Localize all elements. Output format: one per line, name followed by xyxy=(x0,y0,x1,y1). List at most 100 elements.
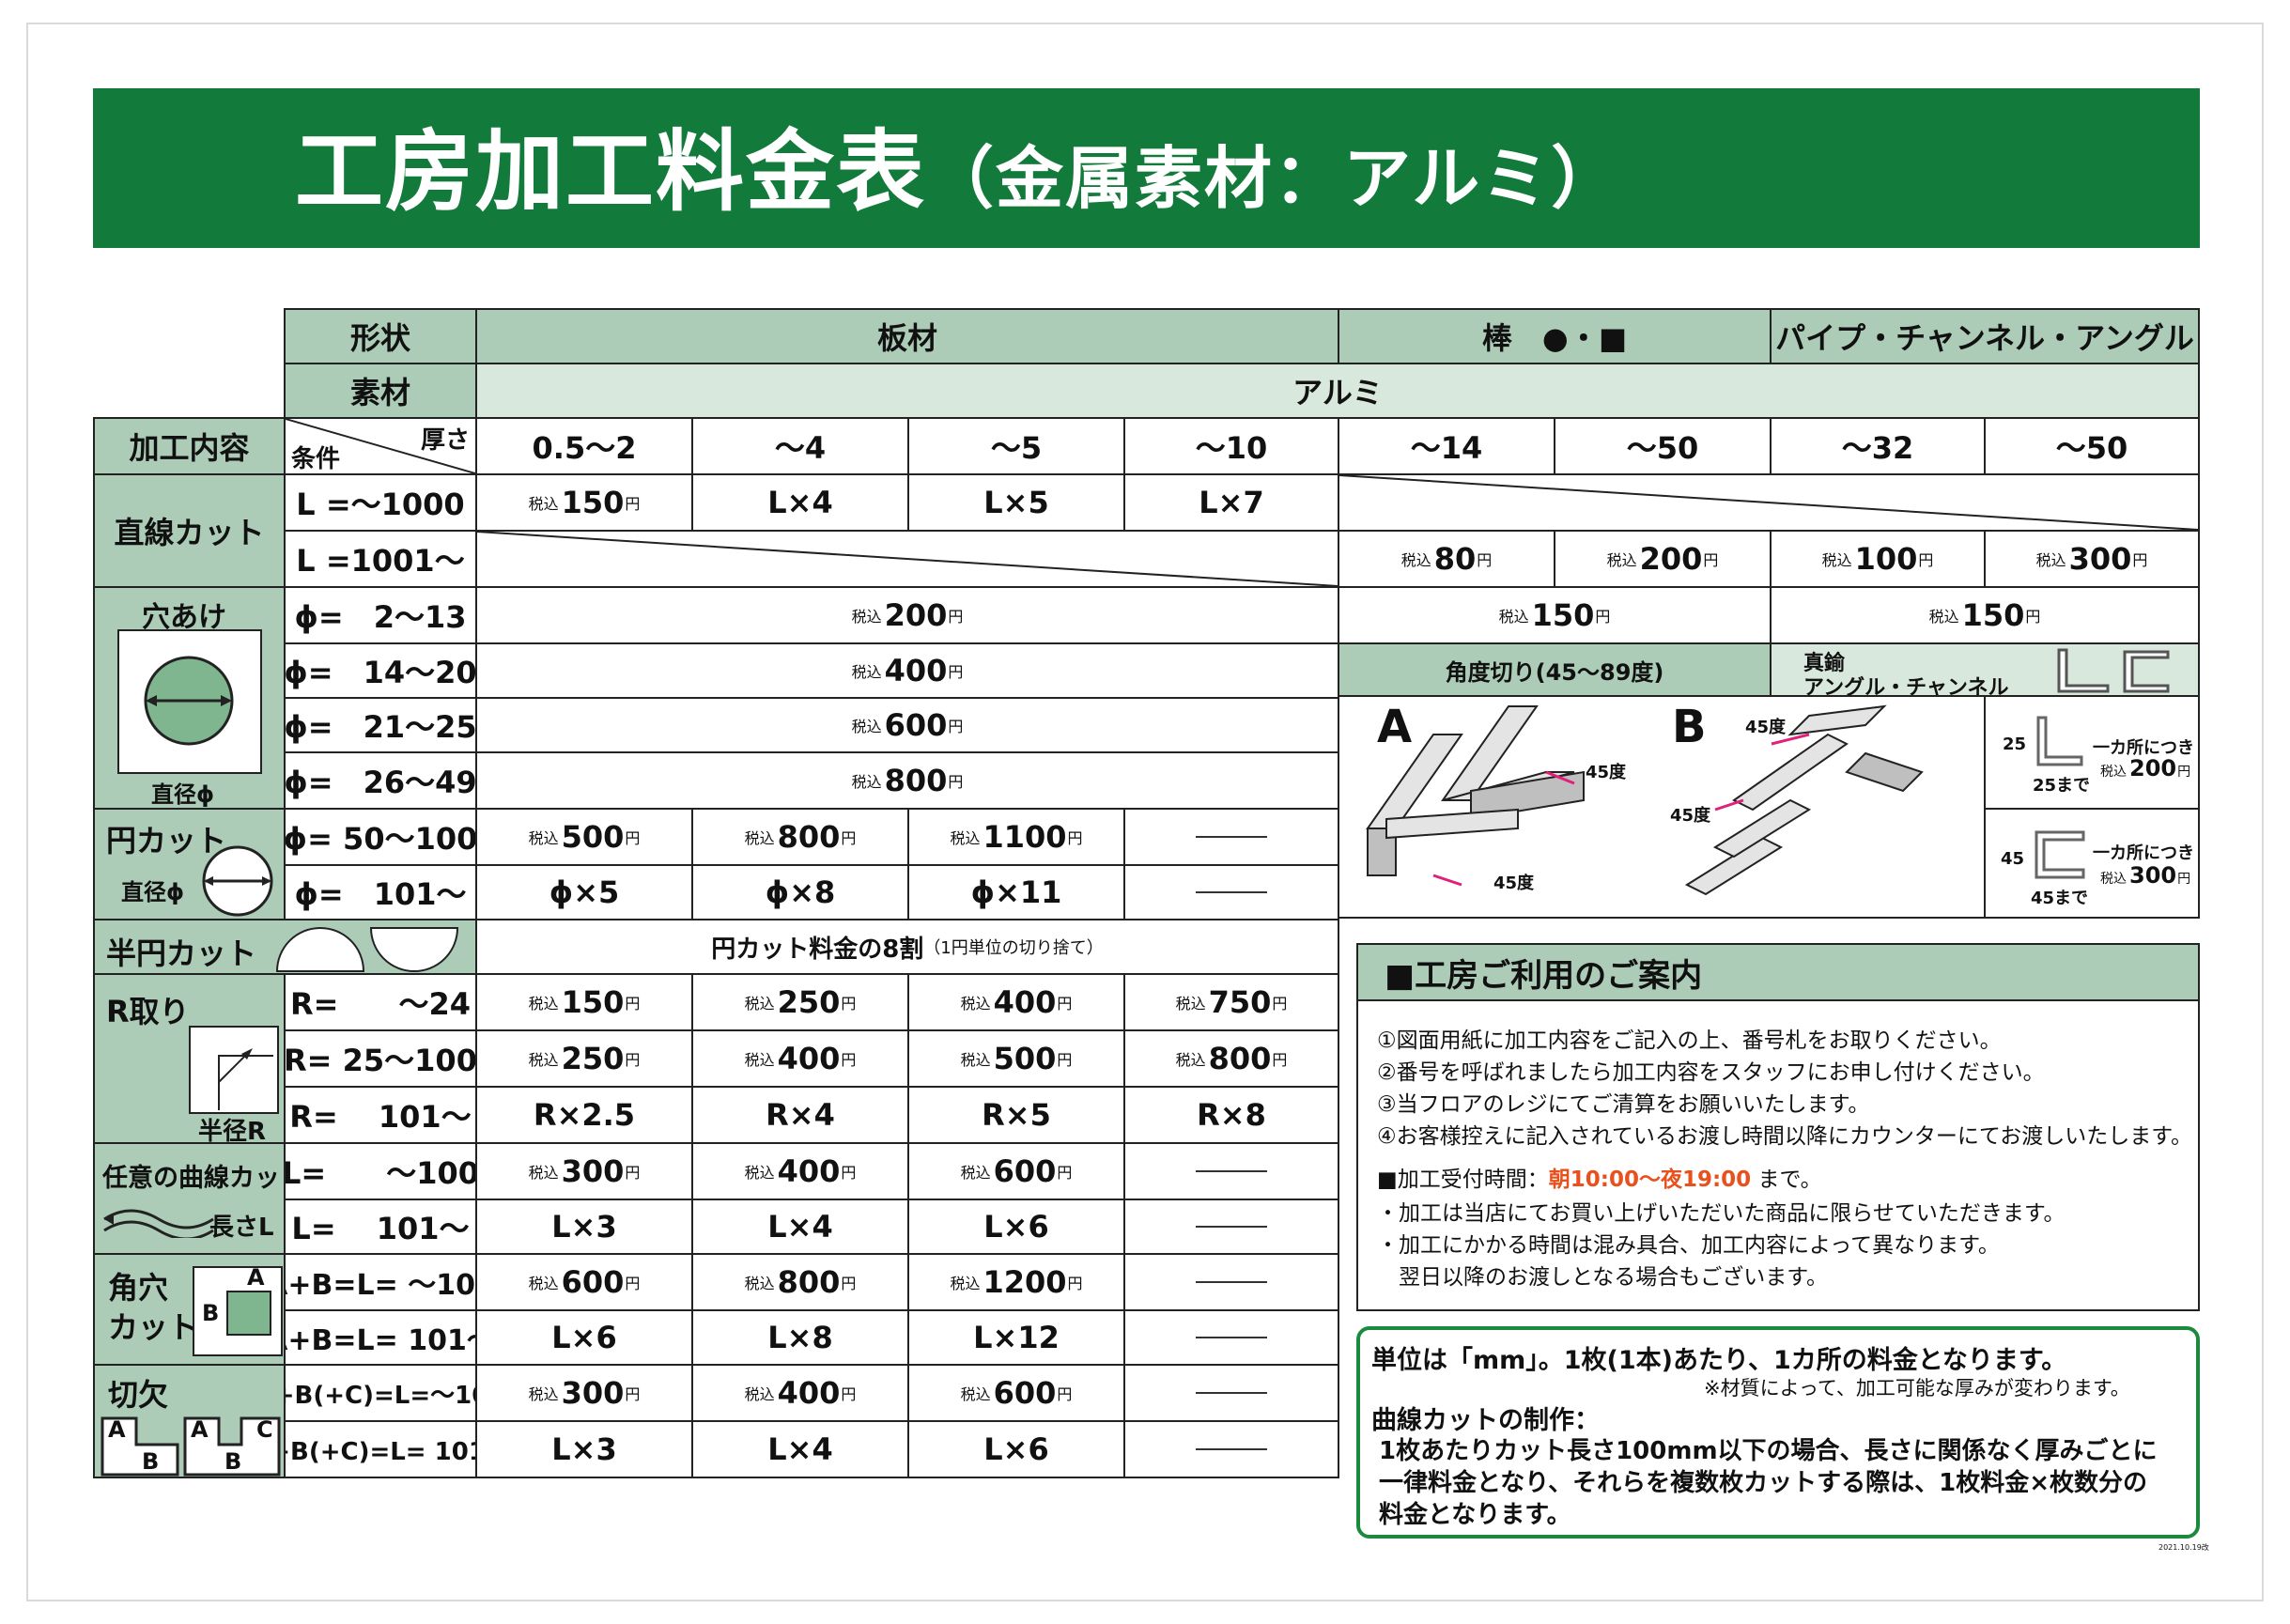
circle-cut-label: 円カット xyxy=(106,823,227,858)
r-round-label: R取り xyxy=(106,994,190,1029)
hole-plate-price: 税込 400 円 xyxy=(475,642,1339,699)
thickness-col: 〜50 xyxy=(1554,417,1772,475)
date-stamp: 2021.10.19改 xyxy=(2158,1543,2209,1552)
channel-c-icon xyxy=(2035,830,2085,879)
dash-line xyxy=(1196,1281,1267,1283)
dash-line xyxy=(1196,1337,1267,1338)
thickness-col: 〜10 xyxy=(1123,417,1339,475)
hole-label: 穴あけ xyxy=(142,601,226,634)
thickness-col: 〜5 xyxy=(907,417,1125,475)
r-cond: R= 101〜 xyxy=(284,1086,477,1144)
curve-line: 一律料金となり、それらを複数枚カットする際は、1枚料金×枚数分の xyxy=(1379,1469,2148,1497)
r-price: R×4 xyxy=(691,1086,909,1144)
header-aluminum: アルミ xyxy=(475,363,2200,419)
na-cell xyxy=(1338,473,2200,532)
curve-price xyxy=(1123,1142,1339,1200)
notch-cell: 切欠 A B A B C xyxy=(93,1364,286,1478)
square-price: 税込 600 円 xyxy=(475,1253,693,1311)
curve-price: 税込 300 円 xyxy=(475,1142,693,1200)
straight-price: 税込 200 円 xyxy=(1554,530,1772,588)
curve-price xyxy=(1123,1199,1339,1255)
curve-price: L×4 xyxy=(691,1199,909,1255)
notch-price: 税込 600 円 xyxy=(907,1364,1125,1422)
hole-plate-price: 税込 800 円 xyxy=(475,751,1339,810)
curve-line: 料金となります。 xyxy=(1379,1501,1571,1529)
notch-price: L×3 xyxy=(475,1420,693,1478)
angle-cut-header: 角度切り(45〜89度) xyxy=(1338,642,1772,697)
straight-price: 税込 150 円 xyxy=(475,473,693,532)
curve-cut-cell: 任意の曲線カット 長さL xyxy=(93,1142,286,1255)
deg-label: 45度 xyxy=(1586,763,1627,782)
notch-price xyxy=(1123,1364,1339,1422)
curve-line: 1枚あたりカット長さ100mm以下の場合、長さに関係なく厚みごとに xyxy=(1379,1437,2158,1465)
guide-line: ①図面用紙に加工内容をご記入の上、番号札をお取りください。 xyxy=(1377,1029,2002,1053)
curve-price: 税込 600 円 xyxy=(907,1142,1125,1200)
brass-c-price: 45 45まで 一カ所につき 税込 300円 xyxy=(1984,808,2200,919)
dash-line xyxy=(1196,1226,1267,1228)
circle-price: 税込 500 円 xyxy=(475,808,693,866)
r-price: 税込 500 円 xyxy=(907,1029,1125,1088)
straight-price: L×5 xyxy=(907,473,1125,532)
hole-cond: ϕ= 14〜20 xyxy=(284,642,477,699)
guide-box: ■工房ご利用のご案内 ①図面用紙に加工内容をご記入の上、番号札をお取りください。… xyxy=(1356,943,2200,1311)
r-price: 税込 250 円 xyxy=(691,973,909,1031)
hole-rod-price: 税込 150 円 xyxy=(1338,586,1772,644)
na-cell xyxy=(475,530,1339,588)
thickness-col: 〜14 xyxy=(1338,417,1555,475)
straight-cond-2: L =1001〜 xyxy=(284,530,477,588)
hours-line: ■加工受付時間：朝10:00〜夜19:00 まで。 xyxy=(1377,1168,1822,1192)
square-price: L×6 xyxy=(475,1309,693,1366)
straight-price: L×7 xyxy=(1123,473,1339,532)
unit-line: 単位は「mm」。1枚(1本)あたり、1カ所の料金となります。 xyxy=(1371,1346,2067,1375)
header-pipe: パイプ・チャンネル・アングル xyxy=(1770,308,2200,364)
header-material: 素材 xyxy=(284,363,477,419)
diagonal-line xyxy=(286,419,475,473)
radius-icon xyxy=(191,1028,275,1110)
guide-line: ③当フロアのレジにてご清算をお願いいたします。 xyxy=(1377,1092,1870,1117)
r-round-cell: R取り 半径R xyxy=(93,973,286,1144)
half-circle-label: 半円カット xyxy=(106,936,257,971)
diagram-b-label: B xyxy=(1672,701,1707,753)
notch-icon xyxy=(101,1416,281,1477)
square-price: 税込 1200 円 xyxy=(907,1253,1125,1311)
thickness-col: 〜50 xyxy=(1984,417,2200,475)
guide-note: ・加工にかかる時間は混み具合、加工内容によって異なります。 xyxy=(1377,1233,2000,1258)
thickness-col: 〜4 xyxy=(691,417,909,475)
header-process: 加工内容 xyxy=(93,417,286,475)
half-circle-icon xyxy=(275,927,459,972)
square-hole-label: カット xyxy=(108,1309,199,1345)
curve-price: L×6 xyxy=(907,1199,1125,1255)
diagonal-line xyxy=(477,532,1338,586)
r-price: R×2.5 xyxy=(475,1086,693,1144)
dash-line xyxy=(1196,1448,1267,1450)
notch-price: 税込 400 円 xyxy=(691,1364,909,1422)
radius-label: 半径R xyxy=(198,1118,267,1144)
circle-price: ϕ×8 xyxy=(691,864,909,920)
guide-note: ・加工は当店にてお買い上げいただいた商品に限らせていただきます。 xyxy=(1377,1201,2066,1226)
hole-plate-price: 税込 200 円 xyxy=(475,586,1339,644)
r-cond: R= 〜24 xyxy=(284,973,477,1031)
square-diagram: A B xyxy=(193,1264,283,1356)
hole-diagram xyxy=(117,629,262,774)
angle-cut-diagram: A B 45度 45度 45度 45度 xyxy=(1338,695,1986,919)
square-hole-cell: 角穴 カット A B xyxy=(93,1253,286,1366)
straight-price: 税込 300 円 xyxy=(1984,530,2200,588)
notch-price: L×4 xyxy=(691,1420,909,1478)
circle-price: 税込 800 円 xyxy=(691,808,909,866)
notch-price xyxy=(1123,1420,1339,1478)
curve-cond-2: L= 101〜 xyxy=(284,1199,477,1255)
square-price xyxy=(1123,1309,1339,1366)
circle-diameter-icon xyxy=(202,845,273,917)
radius-diagram xyxy=(189,1026,279,1114)
dash-line xyxy=(1196,836,1267,838)
angle-bars-illustration xyxy=(1366,704,1924,896)
circle-price xyxy=(1123,808,1339,866)
curve-title: 曲線カットの制作： xyxy=(1371,1406,1600,1435)
diagram-a-label: A xyxy=(1377,701,1413,753)
r-price: R×8 xyxy=(1123,1086,1339,1144)
square-price: L×12 xyxy=(907,1309,1125,1366)
straight-cond-1: L =〜1000 xyxy=(284,473,477,532)
diameter-label: 直径ϕ xyxy=(151,781,215,808)
hole-cond: ϕ= 26〜49 xyxy=(284,751,477,810)
guide-line: ④お客様控えに記入されているお渡し時間以降にカウンターにてお渡しいたします。 xyxy=(1377,1124,2192,1149)
